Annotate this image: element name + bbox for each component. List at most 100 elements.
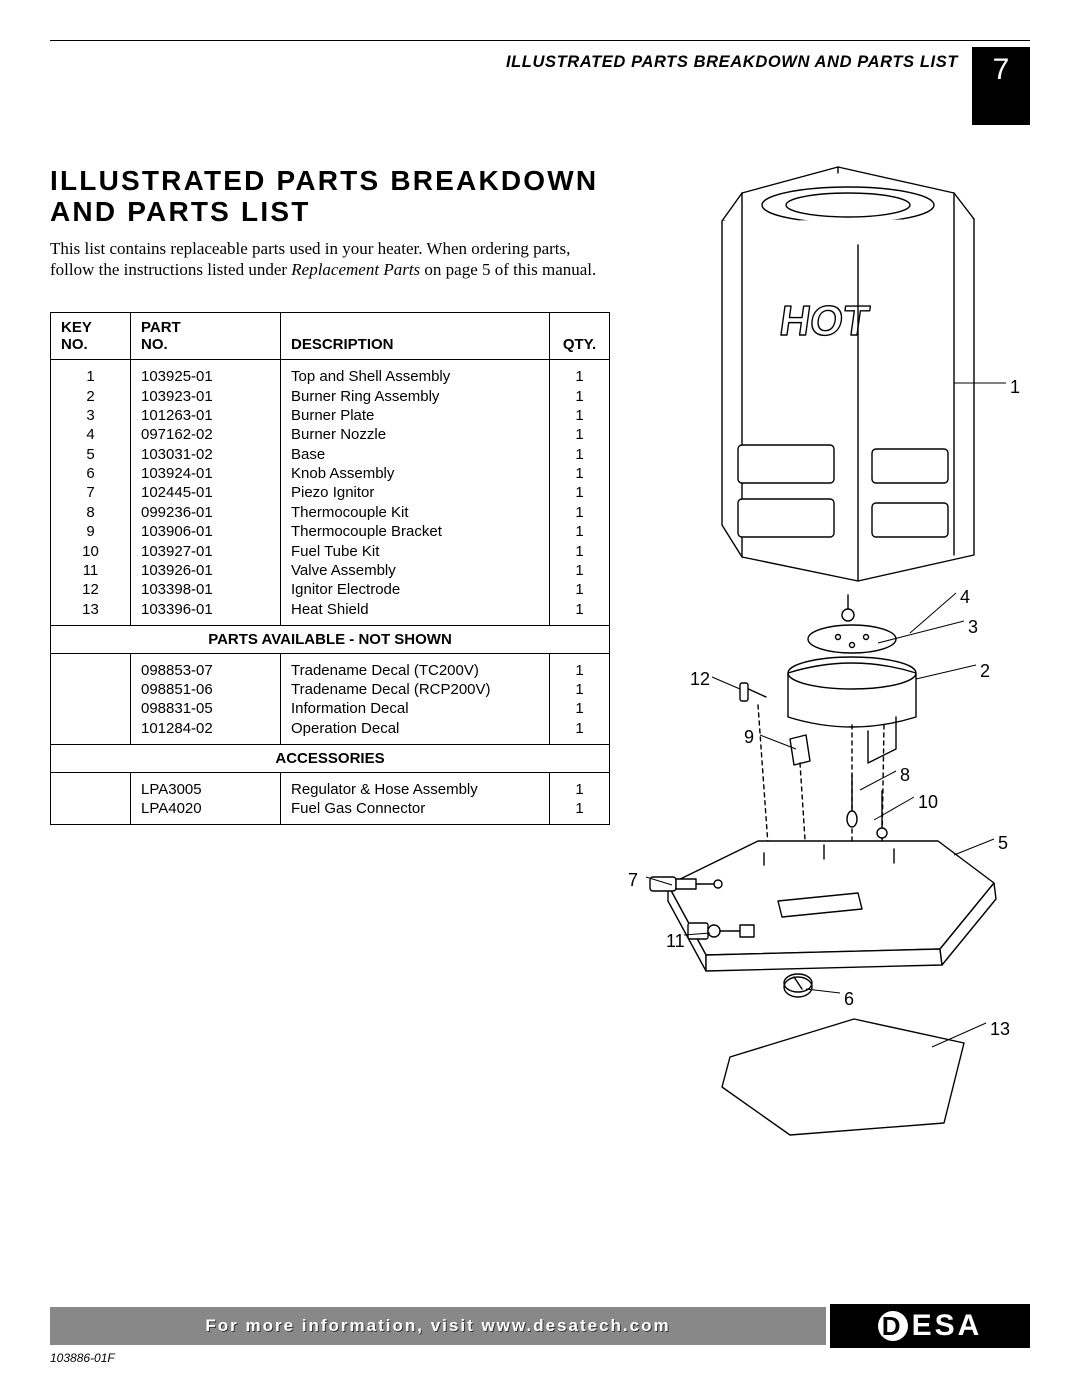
cell-partno: 103396-01 <box>131 600 281 626</box>
cell-desc: Information Decal <box>281 699 550 718</box>
intro-em: Replacement Parts <box>291 260 420 279</box>
section-not-shown: PARTS AVAILABLE - NOT SHOWN <box>51 625 610 653</box>
th-part-l1: PART <box>141 319 181 336</box>
cell-partno: 103398-01 <box>131 580 281 599</box>
cell-partno: 103927-01 <box>131 541 281 560</box>
callout-8: 8 <box>900 765 910 786</box>
intro-paragraph: This list contains replaceable parts use… <box>50 238 610 281</box>
cell-qty: 1 <box>550 699 610 718</box>
svg-text:HOT: HOT <box>777 297 872 344</box>
cell-keyno: 8 <box>51 503 131 522</box>
cell-partno: 103926-01 <box>131 561 281 580</box>
cell-desc: Valve Assembly <box>281 561 550 580</box>
cell-desc: Top and Shell Assembly <box>281 360 550 387</box>
table-row: 8099236-01Thermocouple Kit1 <box>51 503 610 522</box>
cell-partno: 103925-01 <box>131 360 281 387</box>
cell-keyno: 3 <box>51 406 131 425</box>
callout-2: 2 <box>980 661 990 682</box>
callout-10: 10 <box>918 792 938 813</box>
callout-13: 13 <box>990 1019 1010 1040</box>
cell-desc: Base <box>281 445 550 464</box>
cell-qty: 1 <box>550 600 610 626</box>
cell-partno: 103924-01 <box>131 464 281 483</box>
cell-desc: Fuel Gas Connector <box>281 799 550 825</box>
cell-keyno <box>51 699 131 718</box>
cell-desc: Burner Plate <box>281 406 550 425</box>
table-row: 098853-07Tradename Decal (TC200V)1 <box>51 653 610 680</box>
callout-7: 7 <box>628 870 638 891</box>
th-description: DESCRIPTION <box>281 313 550 360</box>
cell-desc: Thermocouple Bracket <box>281 522 550 541</box>
cell-desc: Tradename Decal (RCP200V) <box>281 680 550 699</box>
table-row: LPA3005Regulator & Hose Assembly1 <box>51 772 610 799</box>
cell-keyno: 4 <box>51 425 131 444</box>
cell-keyno: 7 <box>51 483 131 502</box>
table-row: 12103398-01Ignitor Electrode1 <box>51 580 610 599</box>
cell-partno: 099236-01 <box>131 503 281 522</box>
cell-qty: 1 <box>550 483 610 502</box>
callout-6: 6 <box>844 989 854 1010</box>
cell-keyno: 5 <box>51 445 131 464</box>
cell-partno: 097162-02 <box>131 425 281 444</box>
table-row: 10103927-01Fuel Tube Kit1 <box>51 541 610 560</box>
cell-qty: 1 <box>550 360 610 387</box>
callout-5: 5 <box>998 833 1008 854</box>
cell-partno: LPA4020 <box>131 799 281 825</box>
table-row: 101284-02Operation Decal1 <box>51 719 610 745</box>
th-key-l2: NO. <box>61 336 88 353</box>
table-row: 6103924-01Knob Assembly1 <box>51 464 610 483</box>
table-row: 2103923-01Burner Ring Assembly1 <box>51 386 610 405</box>
top-rule <box>50 40 1030 41</box>
cell-partno: 098853-07 <box>131 653 281 680</box>
cell-keyno: 9 <box>51 522 131 541</box>
cell-desc: Piezo Ignitor <box>281 483 550 502</box>
cell-partno: 103031-02 <box>131 445 281 464</box>
cell-keyno <box>51 653 131 680</box>
section-accessories: ACCESSORIES <box>51 744 610 772</box>
section-title: ILLUSTRATED PARTS BREAKDOWN AND PARTS LI… <box>506 47 958 72</box>
cell-keyno: 11 <box>51 561 131 580</box>
cell-partno: 103923-01 <box>131 386 281 405</box>
cell-partno: 101263-01 <box>131 406 281 425</box>
cell-qty: 1 <box>550 680 610 699</box>
cell-keyno <box>51 772 131 799</box>
table-row: 1103925-01Top and Shell Assembly1 <box>51 360 610 387</box>
document-number: 103886-01F <box>50 1351 1030 1365</box>
th-part-l2: NO. <box>141 336 168 353</box>
table-row: 11103926-01Valve Assembly1 <box>51 561 610 580</box>
cell-keyno <box>51 719 131 745</box>
cell-desc: Fuel Tube Kit <box>281 541 550 560</box>
cell-partno: 102445-01 <box>131 483 281 502</box>
cell-desc: Ignitor Electrode <box>281 580 550 599</box>
cell-qty: 1 <box>550 541 610 560</box>
callout-3: 3 <box>968 617 978 638</box>
cell-qty: 1 <box>550 772 610 799</box>
table-row: 3101263-01Burner Plate1 <box>51 406 610 425</box>
logo-d-icon: D <box>878 1311 908 1341</box>
table-row: 9103906-01Thermocouple Bracket1 <box>51 522 610 541</box>
cell-qty: 1 <box>550 561 610 580</box>
cell-keyno: 13 <box>51 600 131 626</box>
cell-desc: Knob Assembly <box>281 464 550 483</box>
cell-qty: 1 <box>550 503 610 522</box>
cell-keyno: 2 <box>51 386 131 405</box>
cell-qty: 1 <box>550 580 610 599</box>
cell-keyno: 1 <box>51 360 131 387</box>
cell-qty: 1 <box>550 386 610 405</box>
cell-qty: 1 <box>550 719 610 745</box>
cell-qty: 1 <box>550 522 610 541</box>
logo-text: ESA <box>912 1309 983 1343</box>
page-number-box: 7 <box>972 47 1030 125</box>
cell-desc: Burner Ring Assembly <box>281 386 550 405</box>
th-key-l1: KEY <box>61 319 92 336</box>
cell-keyno: 10 <box>51 541 131 560</box>
cell-partno: 103906-01 <box>131 522 281 541</box>
table-row: 4097162-02Burner Nozzle1 <box>51 425 610 444</box>
callout-11: 11 <box>666 931 685 952</box>
cell-qty: 1 <box>550 799 610 825</box>
callout-12: 12 <box>690 669 710 690</box>
main-title: ILLUSTRATED PARTS BREAKDOWN AND PARTS LI… <box>50 165 610 228</box>
cell-qty: 1 <box>550 445 610 464</box>
cell-qty: 1 <box>550 464 610 483</box>
cell-qty: 1 <box>550 406 610 425</box>
